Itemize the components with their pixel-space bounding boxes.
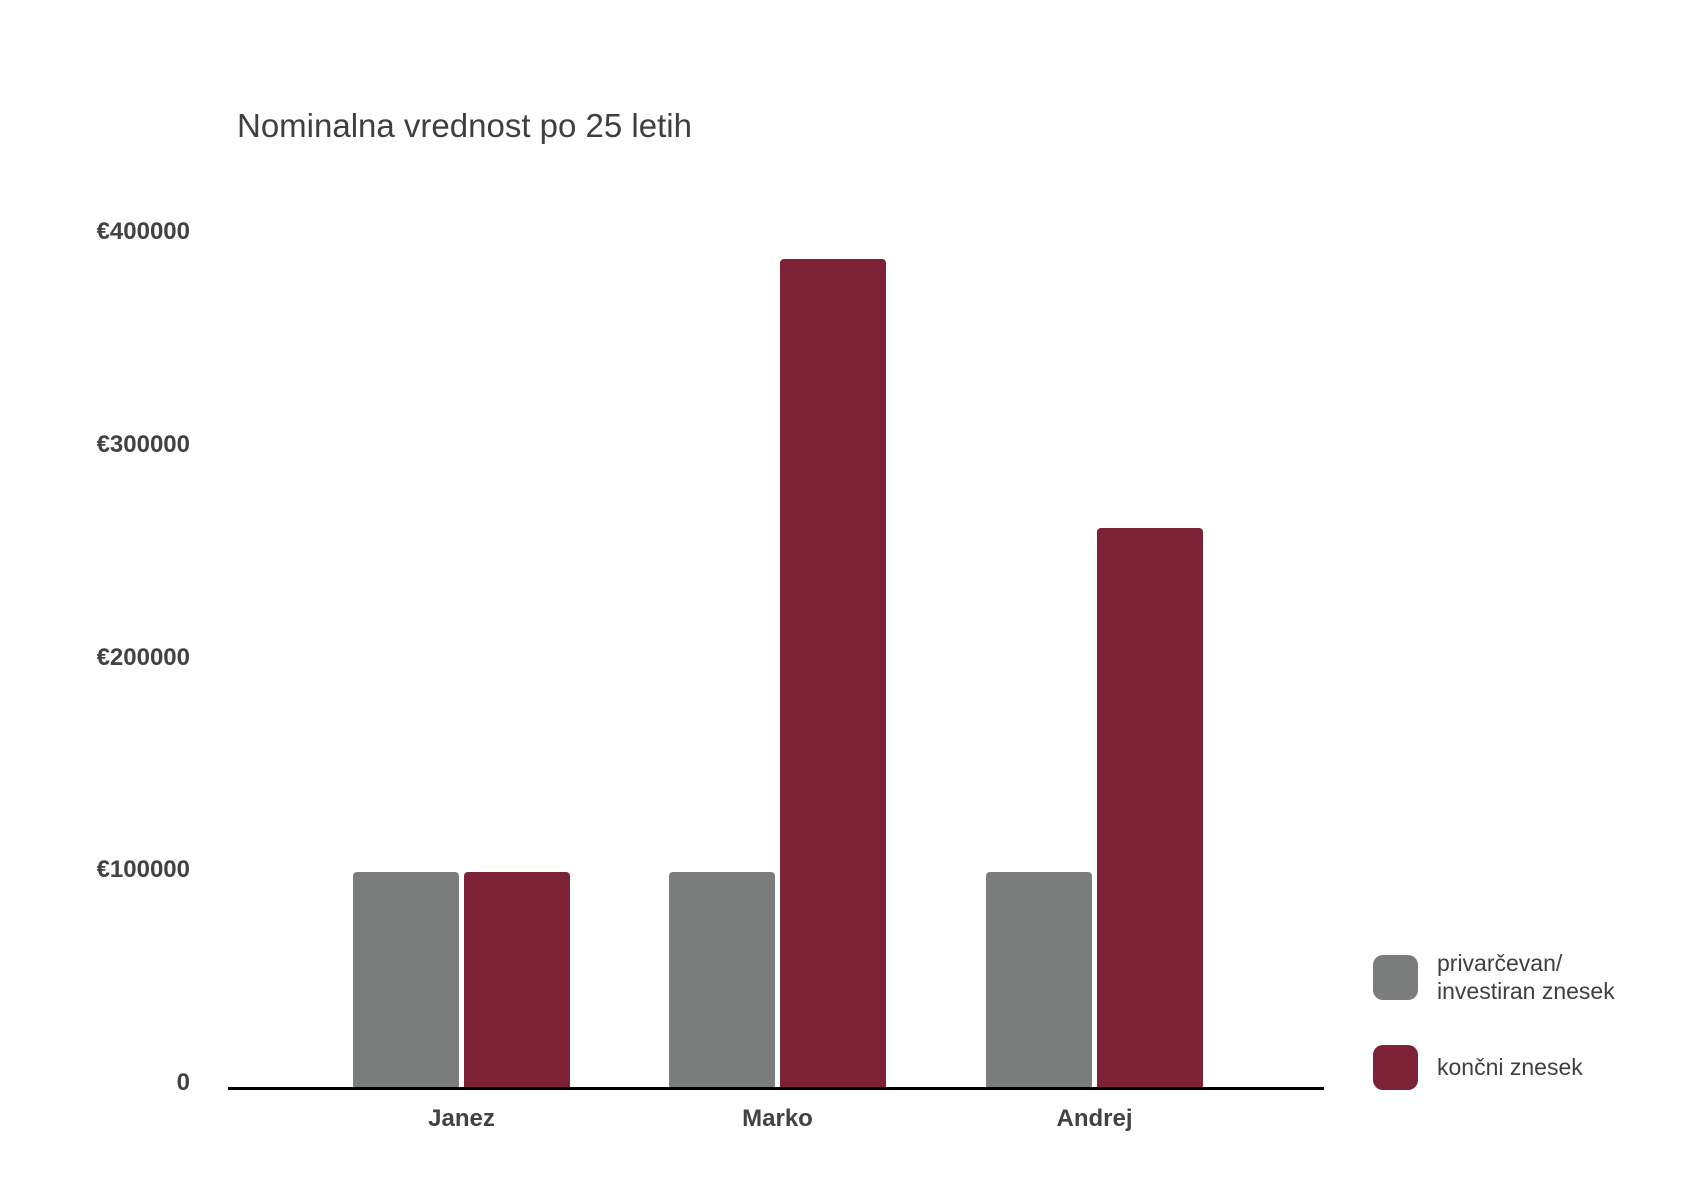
legend-label-line: privarčevan/ — [1437, 950, 1563, 976]
y-axis-ticks: €400000 €300000 €200000 €100000 0 — [0, 0, 190, 1192]
bar-group-janez — [353, 872, 570, 1087]
bar-privarcevan-andrej — [986, 872, 1092, 1087]
y-tick-label: 0 — [176, 1069, 190, 1096]
y-tick-label: €100000 — [96, 856, 190, 883]
legend-label-koncni: končni znesek — [1437, 1053, 1583, 1081]
legend-label-line: končni znesek — [1437, 1054, 1583, 1080]
legend-item-privarcevan: privarčevan/ investiran znesek — [1373, 947, 1615, 1007]
bar-koncni-marko — [780, 259, 886, 1087]
legend-label-privarcevan: privarčevan/ investiran znesek — [1437, 949, 1615, 1005]
chart-title: Nominalna vrednost po 25 letih — [237, 107, 692, 144]
x-axis-line — [228, 1087, 1324, 1090]
y-tick-label: €400000 — [96, 218, 190, 245]
x-label-janez: Janez — [428, 1105, 495, 1132]
y-tick-label: €300000 — [96, 431, 190, 458]
bar-koncni-janez — [464, 872, 570, 1087]
bar-privarcevan-janez — [353, 872, 459, 1087]
legend-swatch-privarcevan — [1373, 954, 1418, 1000]
x-label-marko: Marko — [742, 1105, 813, 1132]
bar-group-marko — [669, 259, 886, 1087]
x-label-andrej: Andrej — [1056, 1105, 1133, 1132]
bar-privarcevan-marko — [669, 872, 775, 1087]
legend-swatch-koncni — [1373, 1044, 1418, 1090]
y-tick-label: €200000 — [96, 644, 190, 671]
legend-label-line: investiran znesek — [1437, 978, 1615, 1004]
bar-koncni-andrej — [1097, 528, 1203, 1087]
bar-group-andrej — [986, 528, 1203, 1087]
legend-item-koncni: končni znesek — [1373, 1044, 1583, 1090]
